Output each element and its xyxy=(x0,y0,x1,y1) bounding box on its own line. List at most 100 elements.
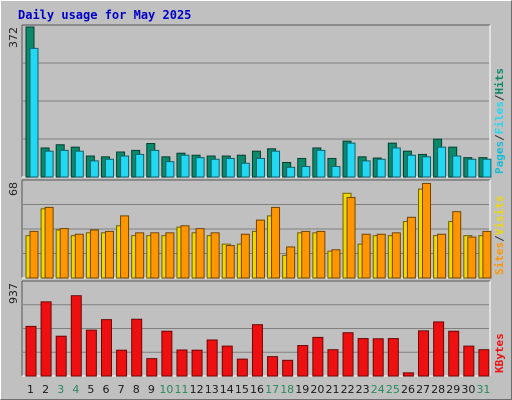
x-tick-label-day-10: 10 xyxy=(159,383,173,396)
bar-kbytes-day-23 xyxy=(357,338,369,377)
x-tick-label-day-25: 25 xyxy=(386,383,400,396)
bar-sites-day-19 xyxy=(301,230,311,279)
x-tick-label-day-19: 19 xyxy=(295,383,309,396)
bar-sites-day-16 xyxy=(255,219,265,279)
x-tick-label-day-31: 31 xyxy=(476,383,490,396)
bar-kbytes-day-13 xyxy=(206,339,218,377)
bar-files-day-17 xyxy=(271,150,281,178)
bar-sites-day-25 xyxy=(391,232,401,279)
x-tick-label-day-3: 3 xyxy=(57,383,64,396)
bar-kbytes-day-4 xyxy=(70,295,82,377)
bar-kbytes-day-22 xyxy=(342,332,354,377)
bar-sites-day-26 xyxy=(406,216,416,279)
bar-sites-day-22 xyxy=(346,197,356,279)
x-tick-label-day-20: 20 xyxy=(310,383,324,396)
bar-kbytes-day-28 xyxy=(433,321,445,377)
bar-kbytes-day-2 xyxy=(40,301,52,377)
bar-sites-day-11 xyxy=(180,225,190,279)
bar-kbytes-day-24 xyxy=(372,338,384,377)
bar-kbytes-day-30 xyxy=(463,345,475,377)
ymax-label-kbytes: 937 xyxy=(7,283,20,304)
bar-kbytes-day-14 xyxy=(221,345,233,377)
legend-entry-files: Files xyxy=(493,101,506,134)
bar-kbytes-day-25 xyxy=(387,338,399,377)
bar-kbytes-day-26 xyxy=(402,372,414,377)
x-tick-label-day-30: 30 xyxy=(461,383,475,396)
x-tick-label-day-4: 4 xyxy=(72,383,79,396)
bar-files-day-4 xyxy=(74,150,84,178)
x-tick-label-day-9: 9 xyxy=(148,383,155,396)
bar-files-day-5 xyxy=(89,160,99,178)
bar-files-day-25 xyxy=(391,147,401,178)
bar-sites-day-24 xyxy=(376,233,386,279)
legend-entry-hits: Hits xyxy=(493,68,506,95)
x-tick-label-day-18: 18 xyxy=(280,383,294,396)
bar-files-day-18 xyxy=(286,166,296,178)
bar-kbytes-day-1 xyxy=(25,325,37,377)
x-tick-label-day-12: 12 xyxy=(190,383,204,396)
bar-files-day-26 xyxy=(406,154,416,178)
bar-sites-day-8 xyxy=(135,232,145,279)
bar-kbytes-day-10 xyxy=(161,330,173,377)
x-tick-label-day-21: 21 xyxy=(325,383,339,396)
bar-files-day-22 xyxy=(346,142,356,178)
ymax-label-sites-visits: 68 xyxy=(7,182,20,196)
bar-kbytes-day-8 xyxy=(131,318,143,377)
bar-files-day-7 xyxy=(120,155,130,178)
bar-sites-day-27 xyxy=(422,182,432,279)
ymax-label-hits-files-pages: 372 xyxy=(7,27,20,48)
bar-files-day-19 xyxy=(301,166,311,178)
bar-kbytes-day-6 xyxy=(100,319,112,377)
bar-kbytes-day-11 xyxy=(176,349,188,377)
x-tick-label-day-6: 6 xyxy=(103,383,110,396)
bar-kbytes-day-21 xyxy=(327,349,339,377)
bar-files-day-24 xyxy=(376,158,386,178)
x-tick-label-day-7: 7 xyxy=(118,383,125,396)
legend-entry-kbytes: KBytes xyxy=(493,333,506,373)
bar-files-day-1 xyxy=(29,47,39,178)
x-tick-label-day-17: 17 xyxy=(265,383,279,396)
legend-entry-slash: / xyxy=(493,235,506,242)
bar-files-day-16 xyxy=(255,157,265,178)
bar-kbytes-day-31 xyxy=(478,349,490,377)
bar-sites-day-9 xyxy=(150,232,160,279)
legend-entry-pages: Pages xyxy=(493,141,506,174)
bar-sites-day-17 xyxy=(271,206,281,279)
bar-files-day-23 xyxy=(361,160,371,178)
legend-hits-files-pages: Pages/Files/Hits xyxy=(493,68,506,174)
bar-kbytes-day-18 xyxy=(282,359,294,377)
bar-files-day-11 xyxy=(180,154,190,178)
bar-sites-day-14 xyxy=(225,245,235,279)
x-tick-label-day-23: 23 xyxy=(356,383,370,396)
bar-files-day-3 xyxy=(59,149,69,178)
bar-kbytes-day-17 xyxy=(267,356,279,377)
bar-sites-day-10 xyxy=(165,232,175,279)
bar-sites-day-13 xyxy=(210,232,220,279)
bar-sites-day-7 xyxy=(120,215,130,279)
x-tick-label-day-26: 26 xyxy=(401,383,415,396)
x-tick-label-day-5: 5 xyxy=(87,383,94,396)
bar-files-day-31 xyxy=(482,158,492,178)
bar-files-day-9 xyxy=(150,149,160,178)
x-tick-label-day-2: 2 xyxy=(42,383,49,396)
bar-files-day-12 xyxy=(195,157,205,178)
bar-files-day-15 xyxy=(240,162,250,178)
bar-files-day-6 xyxy=(104,158,114,178)
bar-sites-day-29 xyxy=(452,211,462,279)
bar-files-day-14 xyxy=(225,157,235,178)
bar-sites-day-18 xyxy=(286,246,296,279)
bar-files-day-30 xyxy=(467,158,477,178)
x-tick-label-day-1: 1 xyxy=(27,383,34,396)
bar-kbytes-day-19 xyxy=(297,345,309,377)
bar-kbytes-day-16 xyxy=(251,324,263,377)
x-tick-label-day-22: 22 xyxy=(341,383,355,396)
bar-files-day-21 xyxy=(331,166,341,178)
page-title: Daily usage for May 2025 xyxy=(18,8,192,22)
bar-files-day-10 xyxy=(165,161,175,178)
bar-kbytes-day-5 xyxy=(85,329,97,377)
x-tick-label-day-8: 8 xyxy=(133,383,140,396)
bar-sites-day-15 xyxy=(240,233,250,279)
bar-kbytes-day-12 xyxy=(191,349,203,377)
bar-kbytes-day-9 xyxy=(146,358,158,377)
